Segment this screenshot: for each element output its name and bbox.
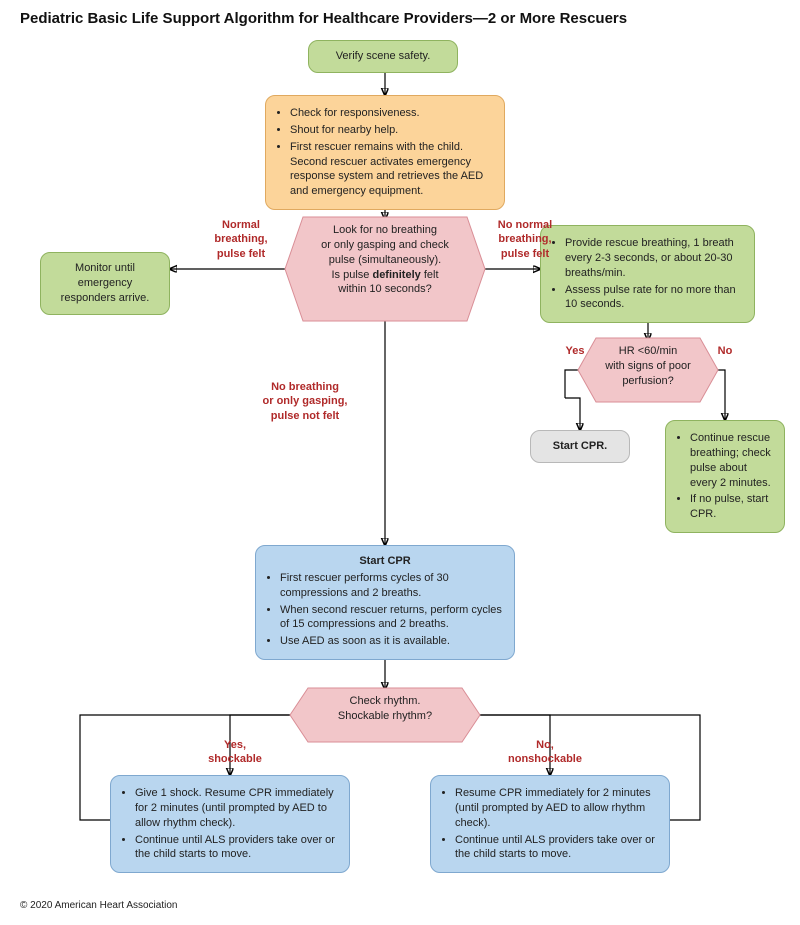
node-shockable: Give 1 shock. Resume CPR immediately for… <box>110 775 350 873</box>
label-l_no_shock: No,nonshockable <box>490 738 600 767</box>
node-rhythm_decision-text: Check rhythm.Shockable rhythm? <box>298 694 472 724</box>
label-l_nonormal: No normalbreathing,pulse felt <box>470 218 580 261</box>
label-l_nobreath: No breathingor only gasping,pulse not fe… <box>240 380 370 423</box>
label-l_hr_no: No <box>710 344 740 358</box>
label-l_hr_yes: Yes <box>560 344 590 358</box>
label-l_yes_shock: Yes,shockable <box>190 738 280 767</box>
label-l_normal: Normalbreathing,pulse felt <box>186 218 296 261</box>
node-nonshockable: Resume CPR immediately for 2 minutes (un… <box>430 775 670 873</box>
